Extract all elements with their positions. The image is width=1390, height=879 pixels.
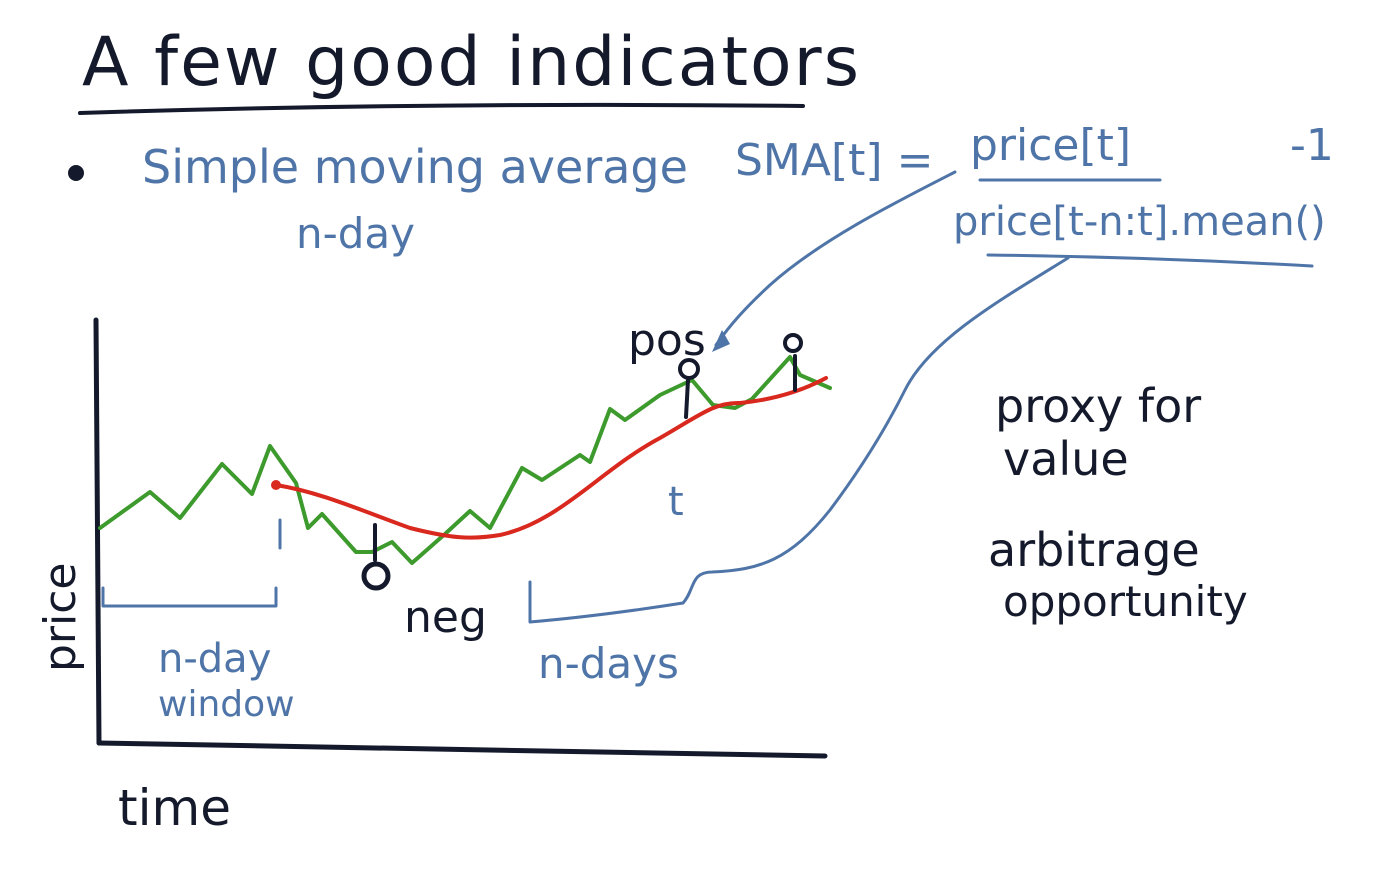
neg-circle [361,561,391,591]
pos-label: pos [628,315,706,366]
neg-label: neg [404,592,487,643]
pos-stem-1 [684,378,690,419]
bullet-dot [68,165,84,181]
x-axis-label: time [118,779,231,837]
bullet-sublabel: n-day [296,209,415,258]
window-bracket [101,586,278,608]
ndays-bracket [528,580,685,624]
sma-start-dot [271,480,281,490]
formula-lhs: SMA[t] = [735,135,933,186]
price-series [98,355,832,565]
title-underline [78,102,805,115]
formula-numerator: price[t] [970,120,1131,171]
note-line1: proxy for [995,379,1201,433]
window-label-line2: window [158,684,295,725]
note-line3: arbitrage [988,523,1200,577]
ndays-label: n-days [538,639,679,688]
y-axis [93,317,102,746]
t-label: t [668,479,684,525]
note-line2: value [1003,432,1129,486]
note-line4: opportunity [1003,577,1248,626]
denominator-pointer-curve [681,256,1070,605]
formula-denominator: price[t-n:t].mean() [953,199,1326,245]
formula-minus: -1 [1290,120,1334,171]
x-axis [96,740,828,759]
window-label-line1: n-day [158,636,271,682]
bullet-label: Simple moving average [142,140,688,194]
formula-denominator-underline [986,253,1314,268]
pos-circle-1 [678,358,700,380]
numerator-pointer-arrow [714,170,957,347]
pos-circle-2 [783,333,803,353]
numerator-pointer-arrowhead [712,330,730,352]
y-axis-label: price [35,562,86,672]
title: A few good indicators [82,23,861,102]
sma-series [274,376,828,540]
